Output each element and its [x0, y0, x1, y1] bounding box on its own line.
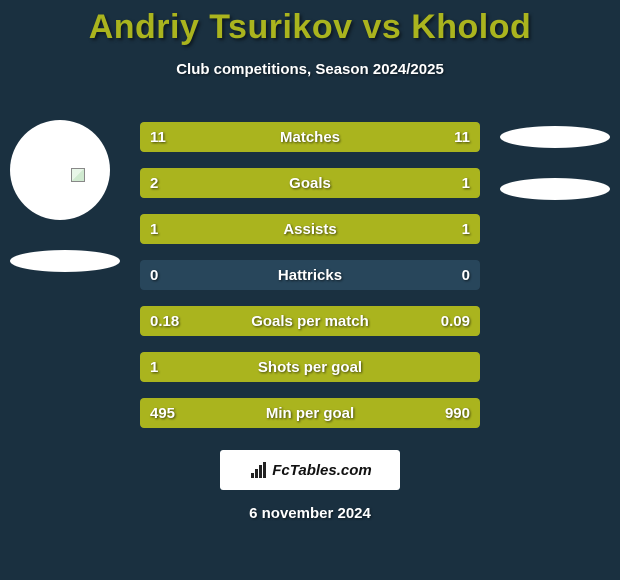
stat-label: Matches: [140, 122, 480, 152]
player-left-avatar: [10, 120, 110, 220]
stat-label: Hattricks: [140, 260, 480, 290]
player-left: [10, 120, 120, 272]
stat-value-left: 0.18: [140, 306, 189, 336]
stat-value-left: 2: [140, 168, 168, 198]
stat-label: Shots per goal: [140, 352, 480, 382]
player-right: [500, 120, 610, 200]
footer-brand: FcTables.com: [272, 462, 371, 479]
stat-row: Goals2 1: [140, 168, 480, 198]
stat-value-left: 1: [140, 214, 168, 244]
stat-row: Goals per match0.18 0.09: [140, 306, 480, 336]
stat-value-left: 0: [140, 260, 168, 290]
player-left-shadow: [10, 250, 120, 272]
stat-value-left: 495: [140, 398, 185, 428]
stat-label: Goals: [140, 168, 480, 198]
footer-date: 6 november 2024: [0, 505, 620, 522]
stat-value-right: 11: [444, 122, 480, 152]
stat-value-right: [460, 352, 480, 382]
chart-bars-icon: [248, 462, 268, 478]
stat-label: Assists: [140, 214, 480, 244]
player-right-shadow-2: [500, 178, 610, 200]
page-title: Andriy Tsurikov vs Kholod: [0, 0, 620, 47]
stat-row: Hattricks0 0: [140, 260, 480, 290]
stat-value-right: 1: [452, 214, 480, 244]
stat-value-right: 990: [435, 398, 480, 428]
stat-row: Assists1 1: [140, 214, 480, 244]
stat-label: Min per goal: [140, 398, 480, 428]
stat-value-right: 0.09: [431, 306, 480, 336]
stat-label: Goals per match: [140, 306, 480, 336]
stat-value-left: 1: [140, 352, 168, 382]
footer-badge[interactable]: FcTables.com: [220, 450, 400, 490]
stats-bars: Matches1111Goals21Assists11Hattricks00Go…: [140, 122, 480, 444]
image-placeholder-icon: [71, 168, 85, 182]
subtitle: Club competitions, Season 2024/2025: [0, 61, 620, 78]
stat-value-right: 1: [452, 168, 480, 198]
stat-row: Min per goal495 990: [140, 398, 480, 428]
stat-row: Shots per goal1: [140, 352, 480, 382]
player-right-shadow-1: [500, 126, 610, 148]
stat-row: Matches11 11: [140, 122, 480, 152]
stat-value-right: 0: [452, 260, 480, 290]
stat-value-left: 11: [140, 122, 176, 152]
